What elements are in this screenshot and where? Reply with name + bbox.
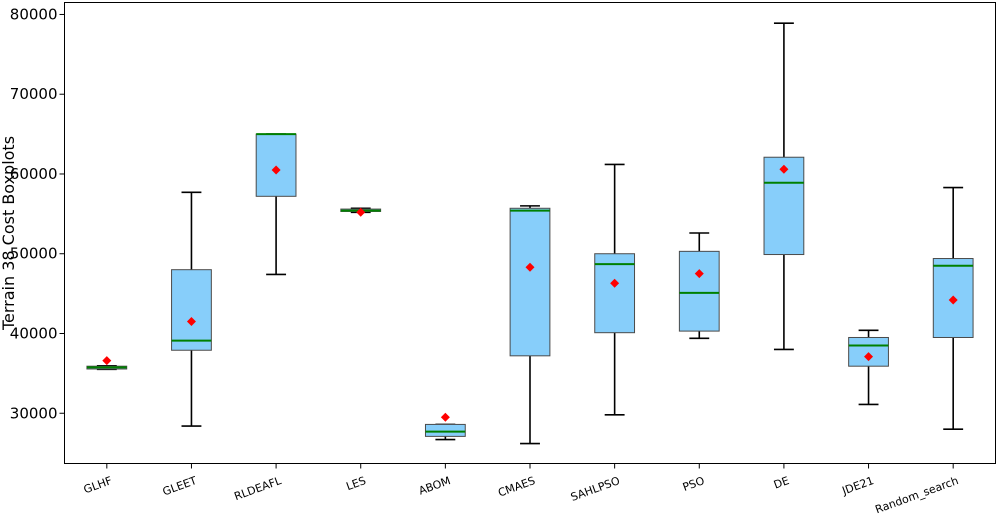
x-tick-label: GLEET bbox=[161, 474, 199, 498]
x-tick-label: PSO bbox=[681, 474, 707, 494]
x-tick-label: JDE21 bbox=[839, 474, 875, 498]
mean-marker bbox=[694, 269, 704, 279]
box-group-pso bbox=[678, 232, 720, 340]
box-group-jde21 bbox=[848, 329, 889, 406]
mean-marker bbox=[356, 207, 366, 217]
box-iqr bbox=[848, 336, 889, 367]
y-axis: 30000 40000 50000 60000 70000 80000 bbox=[10, 5, 65, 422]
box-group-random-search bbox=[932, 186, 974, 431]
box-iqr bbox=[424, 423, 466, 437]
y-tick-label: 30000 bbox=[10, 404, 58, 422]
x-tick-label: RLDEAFL bbox=[232, 474, 283, 503]
x-tick-label: GLHF bbox=[82, 474, 114, 496]
x-axis: GLHF GLEET RLDEAFL LES ABOM CMAES SAHLPSO PSO DE… bbox=[82, 463, 960, 515]
box-iqr bbox=[255, 133, 297, 197]
x-tick-label: LES bbox=[344, 474, 367, 493]
box-group-gleet bbox=[171, 191, 212, 427]
box-iqr bbox=[678, 250, 720, 332]
y-tick-label: 60000 bbox=[10, 165, 58, 183]
box-group-sahlpso bbox=[594, 163, 636, 416]
x-tick-label: SAHLPSO bbox=[569, 474, 622, 504]
box-group-rldeafl bbox=[255, 133, 297, 276]
mean-marker bbox=[864, 352, 874, 362]
box-iqr bbox=[594, 253, 636, 334]
y-axis-title: Terrain 38 Cost Boxplots bbox=[0, 136, 18, 331]
x-tick-label: ABOM bbox=[417, 474, 452, 498]
y-tick-label: 70000 bbox=[10, 85, 58, 103]
x-tick-label: Random_search bbox=[873, 474, 960, 515]
x-tick-label: DE bbox=[772, 474, 791, 492]
box-iqr bbox=[509, 207, 551, 357]
box-iqr bbox=[171, 269, 212, 351]
mean-marker bbox=[948, 295, 958, 305]
box-group-de bbox=[763, 22, 805, 351]
box-group-abom bbox=[424, 412, 466, 441]
mean-marker bbox=[271, 165, 281, 175]
mean-marker bbox=[610, 278, 620, 288]
mean-marker bbox=[102, 356, 112, 366]
y-tick-label: 50000 bbox=[10, 245, 58, 263]
mean-marker bbox=[525, 262, 535, 272]
y-tick-label: 80000 bbox=[10, 5, 58, 23]
mean-marker bbox=[440, 412, 450, 422]
y-tick-label: 40000 bbox=[10, 324, 58, 342]
boxes-layer bbox=[86, 22, 974, 445]
box-group-cmaes bbox=[509, 205, 551, 445]
x-tick-label: CMAES bbox=[496, 474, 537, 499]
box-group-glhf bbox=[86, 356, 128, 371]
mean-marker bbox=[779, 164, 789, 174]
box-group-les bbox=[340, 207, 382, 217]
mean-marker bbox=[186, 317, 196, 327]
